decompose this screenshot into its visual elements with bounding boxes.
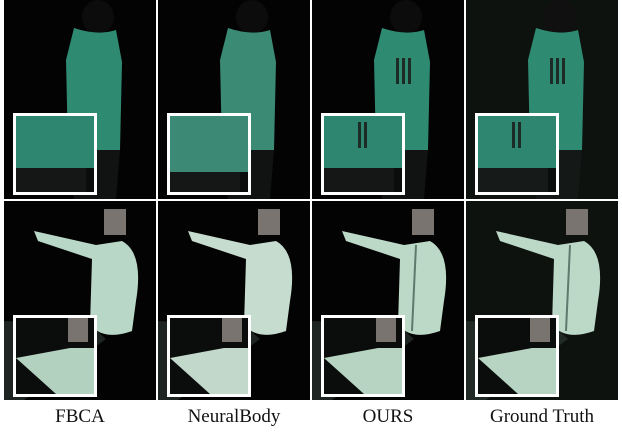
- tile-fbca-front: [4, 201, 156, 400]
- zoom-inset-groundtruth-back: [475, 113, 559, 195]
- tile-groundtruth-front: [466, 201, 618, 400]
- tile-neuralbody-front: [158, 201, 310, 400]
- zoom-inset-ours-back: [321, 113, 405, 195]
- caption-neuralbody: NeuralBody: [187, 406, 281, 427]
- tile-groundtruth-back: [466, 0, 618, 199]
- comparison-figure: [4, 0, 618, 400]
- tile-neuralbody-back: [158, 0, 310, 199]
- caption-fbca: FBCA: [55, 406, 105, 427]
- tile-fbca-back: [4, 0, 156, 199]
- tile-ours-front: [312, 201, 464, 400]
- zoom-inset-neuralbody-front: [167, 315, 251, 397]
- zoom-inset-fbca-back: [13, 113, 97, 195]
- zoom-inset-fbca-front: [13, 315, 97, 397]
- caption-groundtruth: Ground Truth: [490, 406, 594, 427]
- zoom-inset-groundtruth-front: [475, 315, 559, 397]
- caption-ours: OURS: [362, 406, 414, 427]
- zoom-inset-ours-front: [321, 315, 405, 397]
- zoom-inset-neuralbody-back: [167, 113, 251, 195]
- tile-ours-back: [312, 0, 464, 199]
